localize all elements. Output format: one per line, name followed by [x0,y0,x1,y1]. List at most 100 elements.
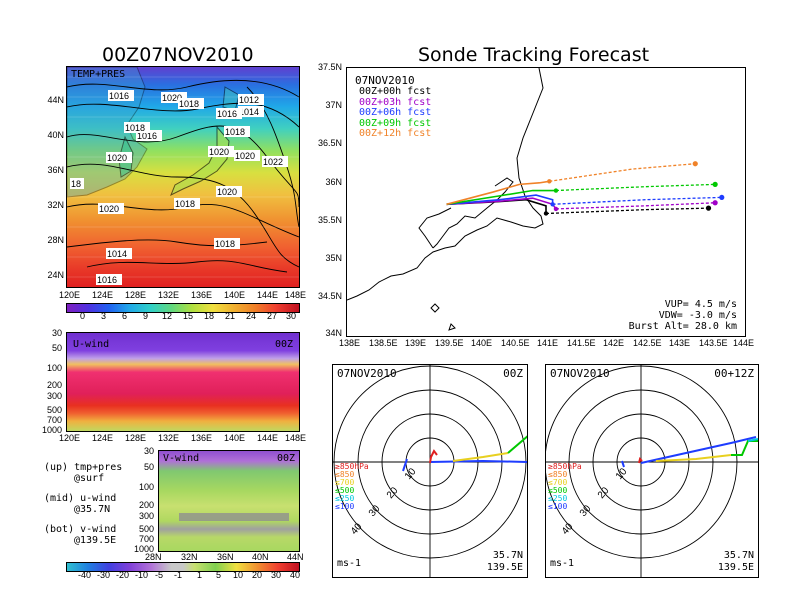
isobar-label-bg [108,90,134,101]
lon-tick: 143E [669,338,691,348]
level-item: ≤250 [548,494,568,503]
lon-tick: 142E [603,338,625,348]
isobar-label-bg [174,198,200,209]
note-sub: @139.5E [74,535,117,546]
track-legend: 00Z+00h fcst 00Z+03h fcst 00Z+06h fcst 0… [359,86,432,140]
colorbar-tick: 3 [101,311,107,321]
isobar-label-bg [208,146,234,157]
lat-tick: 34N [325,328,342,338]
lat-tick: 44N [287,552,304,562]
note-line: (bot) v-wind [44,524,117,535]
u-wind-panel: U-wind 00Z [66,332,300,432]
isobar-label: 18 [71,179,81,189]
map-lat-axis: 44N 40N 36N 32N 28N 24N [40,66,66,286]
isobar-label: 1020 [107,153,127,163]
hodograph-rings: 10 20 30 40 [546,365,758,577]
track-burst-point [553,206,559,212]
hodo-trace-blue [640,436,757,464]
isobar-label: 1018 [179,99,199,109]
level-item: ≥850hPa [335,462,369,471]
left-title: 00Z07NOV2010 [102,44,254,66]
u-wind-time: 00Z [274,339,293,350]
hodo-level-legend: ≥850hPa ≤850 ≤700 ≤500 ≤250 ≤100 [335,463,369,511]
lat-tick: 37N [325,100,342,110]
pres-tick: 700 [46,415,62,425]
u-wind-label: U-wind [73,339,110,350]
v-wind-gray-band [179,513,289,521]
level-item: ≤700 [335,478,355,487]
isobar-label: 1012 [239,95,259,105]
pres-tick: 30 [51,328,62,338]
isobar-label-bg [70,178,84,189]
isobar-label-bg [161,92,187,103]
isobar-label-bg [106,152,132,163]
track-end-point [692,161,698,167]
track-lat-axis: 37.5N 37N 36.5N 36N 35.5N 35N 34.5N 34N [306,62,344,340]
lon-tick: 143.5E [699,338,728,348]
lon-tick: 141E [537,338,559,348]
lon-tick: 132E [158,290,180,300]
lat-tick: 40N [47,130,64,140]
wind-colorbar [66,562,300,572]
isobar-label: 1014 [107,249,127,259]
colorbar-tick: -5 [155,570,164,580]
colorbar-tick: 30 [286,311,297,321]
map-lon-axis: 120E 124E 128E 132E 136E 140E 144E 148E [55,290,306,302]
track-float-line [555,202,716,210]
note-line: (mid) u-wind [44,493,117,504]
lon-tick: 141.5E [567,338,596,348]
hodo-date: 07NOV2010 [550,367,610,380]
lon-tick: 124E [92,290,114,300]
level-item: ≥850hPa [548,462,582,471]
legend-item: 00Z+03h fcst [359,96,432,108]
info-vdw: VDW= -3.0 m/s [658,310,737,321]
isobar-label: 1016 [97,275,117,285]
isobar-label-bg [234,150,260,161]
colorbar-tick: 10 [233,570,244,580]
lon-tick: 140E [224,290,246,300]
colorbar-tick: -20 [116,570,130,580]
isobar-label: 1018 [215,239,235,249]
pres-tick: 1000 [133,544,154,554]
lat-tick: 37.5N [317,62,342,72]
hodo-lon: 139.5E [486,562,523,573]
isobar-label-bg [262,156,288,167]
isobar-label: 1022 [263,157,283,167]
track-ascent-line [446,194,554,206]
note-line: (up) tmp+pres [44,462,123,473]
pres-tick: 30 [143,446,154,456]
lat-tick: 28N [47,235,64,245]
pres-tick: 100 [46,363,62,373]
track-end-point [719,194,725,201]
level-item: ≤850 [548,470,568,479]
colorbar-tick: 9 [143,311,149,321]
track-burst-point [550,202,555,207]
lat-tick: 36N [47,165,64,175]
lon-tick: 124E [92,433,114,443]
track-end-point [712,200,718,206]
u-wind-pres-axis: 30 50 100 200 300 500 700 1000 [30,328,64,435]
hodo-date: 07NOV2010 [337,367,397,380]
v-wind-pres-axis: 30 50 100 200 300 500 700 1000 [124,446,156,554]
lon-tick: 142.5E [633,338,662,348]
track-date: 07NOV2010 [355,74,415,87]
colorbar-tick: 0 [80,311,86,321]
track-ascent-line [446,180,550,206]
lat-tick: 28N [145,552,162,562]
coastline-hokkaido [222,86,240,112]
colorbar-tick: 15 [183,311,194,321]
lat-tick: 36N [217,552,234,562]
lat-tick: 44N [47,95,64,105]
lat-tick: 35N [325,253,342,263]
lon-tick: 120E [59,433,81,443]
isobar-label: 1020 [217,187,237,197]
hodo-trace-green [507,435,527,454]
lat-tick: 40N [252,552,269,562]
legend-item: 00Z+00h fcst [359,86,432,97]
hodo-trace-blue-left [402,458,408,472]
level-item: ≤500 [548,486,568,495]
colorbar-tick: 12 [162,311,173,321]
hodo-trace-red [638,457,643,464]
lat-tick: 24N [47,270,64,280]
lon-tick: 128E [125,433,147,443]
